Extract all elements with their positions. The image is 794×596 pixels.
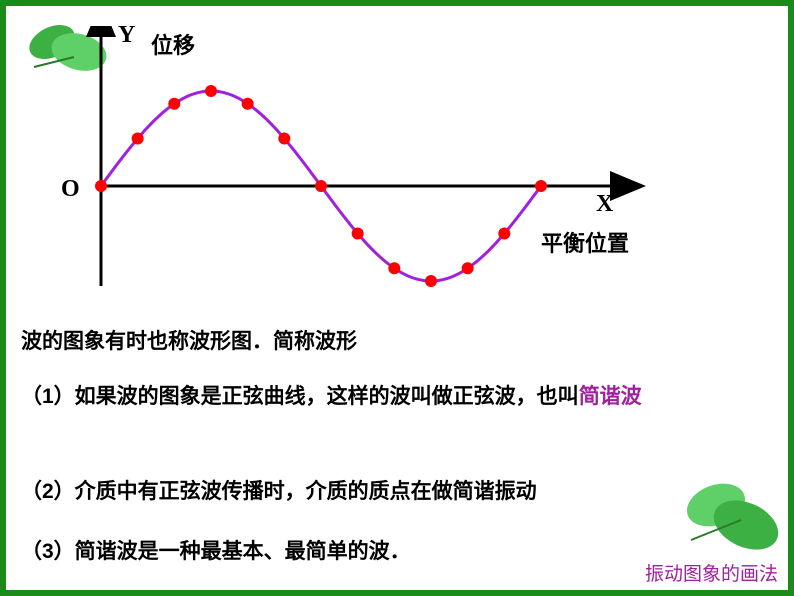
- chart-svg: [46, 26, 666, 306]
- x-axis-sublabel: 平衡位置: [541, 226, 629, 258]
- text-line-3: （2）介质中有正弦波传播时，介质的质点在做简谐振动: [21, 476, 773, 508]
- y-axis-label: Y: [118, 22, 135, 49]
- origin-label: O: [61, 176, 80, 203]
- text-line-1: 波的图象有时也称波形图．简称波形: [21, 326, 773, 358]
- footer-link[interactable]: 振动图象的画法: [645, 559, 778, 586]
- text-line-2-pre: （1）如果波的图象是正弦曲线，这样的波叫做正弦波，也叫: [21, 385, 579, 408]
- text-line-2: （1）如果波的图象是正弦曲线，这样的波叫做正弦波，也叫简谐波: [21, 381, 773, 413]
- sine-wave-chart: Y 位移 X 平衡位置 O: [46, 26, 666, 306]
- text-line-2-highlight: 简谐波: [579, 385, 642, 408]
- x-axis-label: X: [596, 191, 613, 218]
- y-axis-sublabel: 位移: [151, 28, 195, 60]
